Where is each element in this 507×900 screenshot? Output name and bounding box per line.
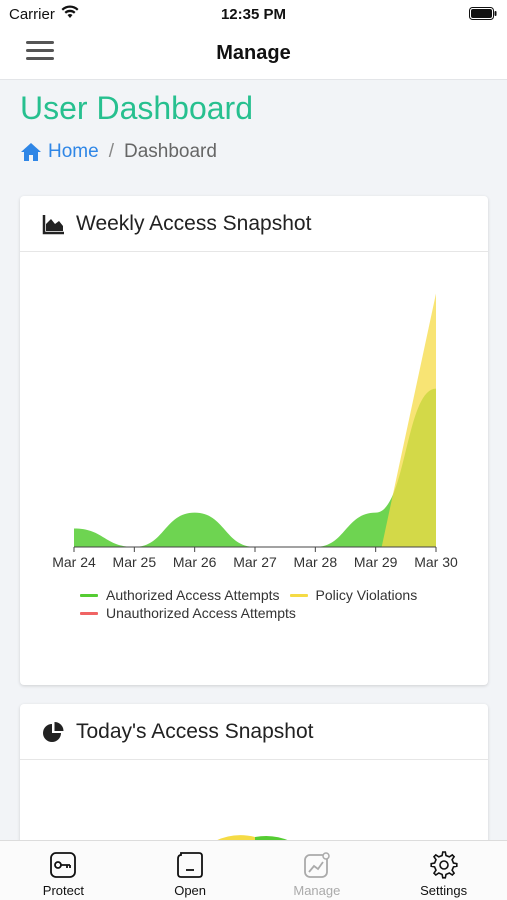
- gear-icon: [430, 851, 458, 879]
- tab-settings-label: Settings: [420, 883, 468, 898]
- today-card-title: Today's Access Snapshot: [76, 719, 314, 743]
- x-tick-label: Mar 30: [414, 554, 458, 570]
- x-tick-label: Mar 29: [354, 554, 398, 570]
- tab-bar: Protect Open Manage Settings: [0, 840, 507, 900]
- legend-label-policy: Policy Violations: [315, 587, 418, 603]
- hamburger-menu-icon[interactable]: [26, 41, 54, 65]
- legend-swatch-unauthorized: [80, 611, 98, 615]
- legend-item-policy[interactable]: Policy Violations: [289, 587, 418, 603]
- status-bar: Carrier 12:35 PM: [0, 0, 507, 30]
- key-icon: [50, 852, 77, 878]
- chart-legend: Authorized Access Attempts Policy Violat…: [80, 586, 480, 622]
- x-tick-label: Mar 27: [233, 554, 277, 570]
- tab-open[interactable]: Open: [127, 841, 254, 900]
- chart-icon: [303, 852, 330, 878]
- nav-bar: Manage: [0, 30, 507, 80]
- status-time: 12:35 PM: [220, 6, 287, 23]
- weekly-access-card: Weekly Access Snapshot Mar 24 Mar 25 Mar 2…: [20, 196, 488, 685]
- wifi-icon: [61, 5, 79, 18]
- home-icon[interactable]: [20, 142, 42, 162]
- series-area-1: [381, 293, 436, 547]
- today-pie-chart-partial: [215, 835, 290, 841]
- tab-settings[interactable]: Settings: [380, 841, 507, 900]
- x-tick-label: Mar 26: [173, 554, 217, 570]
- open-icon: [177, 852, 204, 878]
- pie-chart-icon: [43, 721, 64, 742]
- page-title: User Dashboard: [20, 90, 253, 126]
- series-layer: [74, 293, 436, 547]
- legend-label-authorized: Authorized Access Attempts: [106, 587, 280, 603]
- axis-layer: Mar 24 Mar 25 Mar 26 Mar 27 Mar 28 Mar 29 Mar …: [52, 546, 458, 570]
- nav-title: Manage: [216, 42, 291, 64]
- breadcrumb-separator: /: [108, 141, 114, 162]
- x-tick-label: Mar 28: [294, 554, 338, 570]
- legend-item-unauthorized[interactable]: Unauthorized Access Attempts: [80, 605, 296, 621]
- legend-item-authorized[interactable]: Authorized Access Attempts: [80, 587, 280, 603]
- weekly-area-chart: Mar 24 Mar 25 Mar 26 Mar 27 Mar 28 Mar 29 Mar …: [52, 293, 458, 570]
- breadcrumb: Home / Dashboard: [20, 141, 217, 163]
- tab-manage-label: Manage: [293, 883, 341, 898]
- legend-label-unauthorized: Unauthorized Access Attempts: [106, 605, 296, 621]
- tab-open-label: Open: [174, 883, 207, 898]
- breadcrumb-home-link[interactable]: Home: [48, 141, 99, 162]
- area-chart-icon: [42, 214, 64, 234]
- x-tick-label: Mar 24: [52, 554, 96, 570]
- breadcrumb-current: Dashboard: [123, 141, 217, 162]
- battery-icon: [469, 7, 497, 20]
- x-tick-label: Mar 25: [113, 554, 157, 570]
- weekly-card-title: Weekly Access Snapshot: [76, 211, 312, 235]
- today-card-header: Today's Access Snapshot: [20, 704, 488, 760]
- carrier-label: Carrier: [9, 6, 55, 23]
- tab-protect[interactable]: Protect: [0, 841, 127, 900]
- tab-manage[interactable]: Manage: [254, 841, 381, 900]
- legend-swatch-policy: [289, 593, 308, 597]
- legend-swatch-authorized: [80, 593, 98, 597]
- series-area-0: [74, 388, 436, 547]
- tab-protect-label: Protect: [42, 883, 84, 898]
- weekly-card-header: Weekly Access Snapshot: [20, 196, 488, 252]
